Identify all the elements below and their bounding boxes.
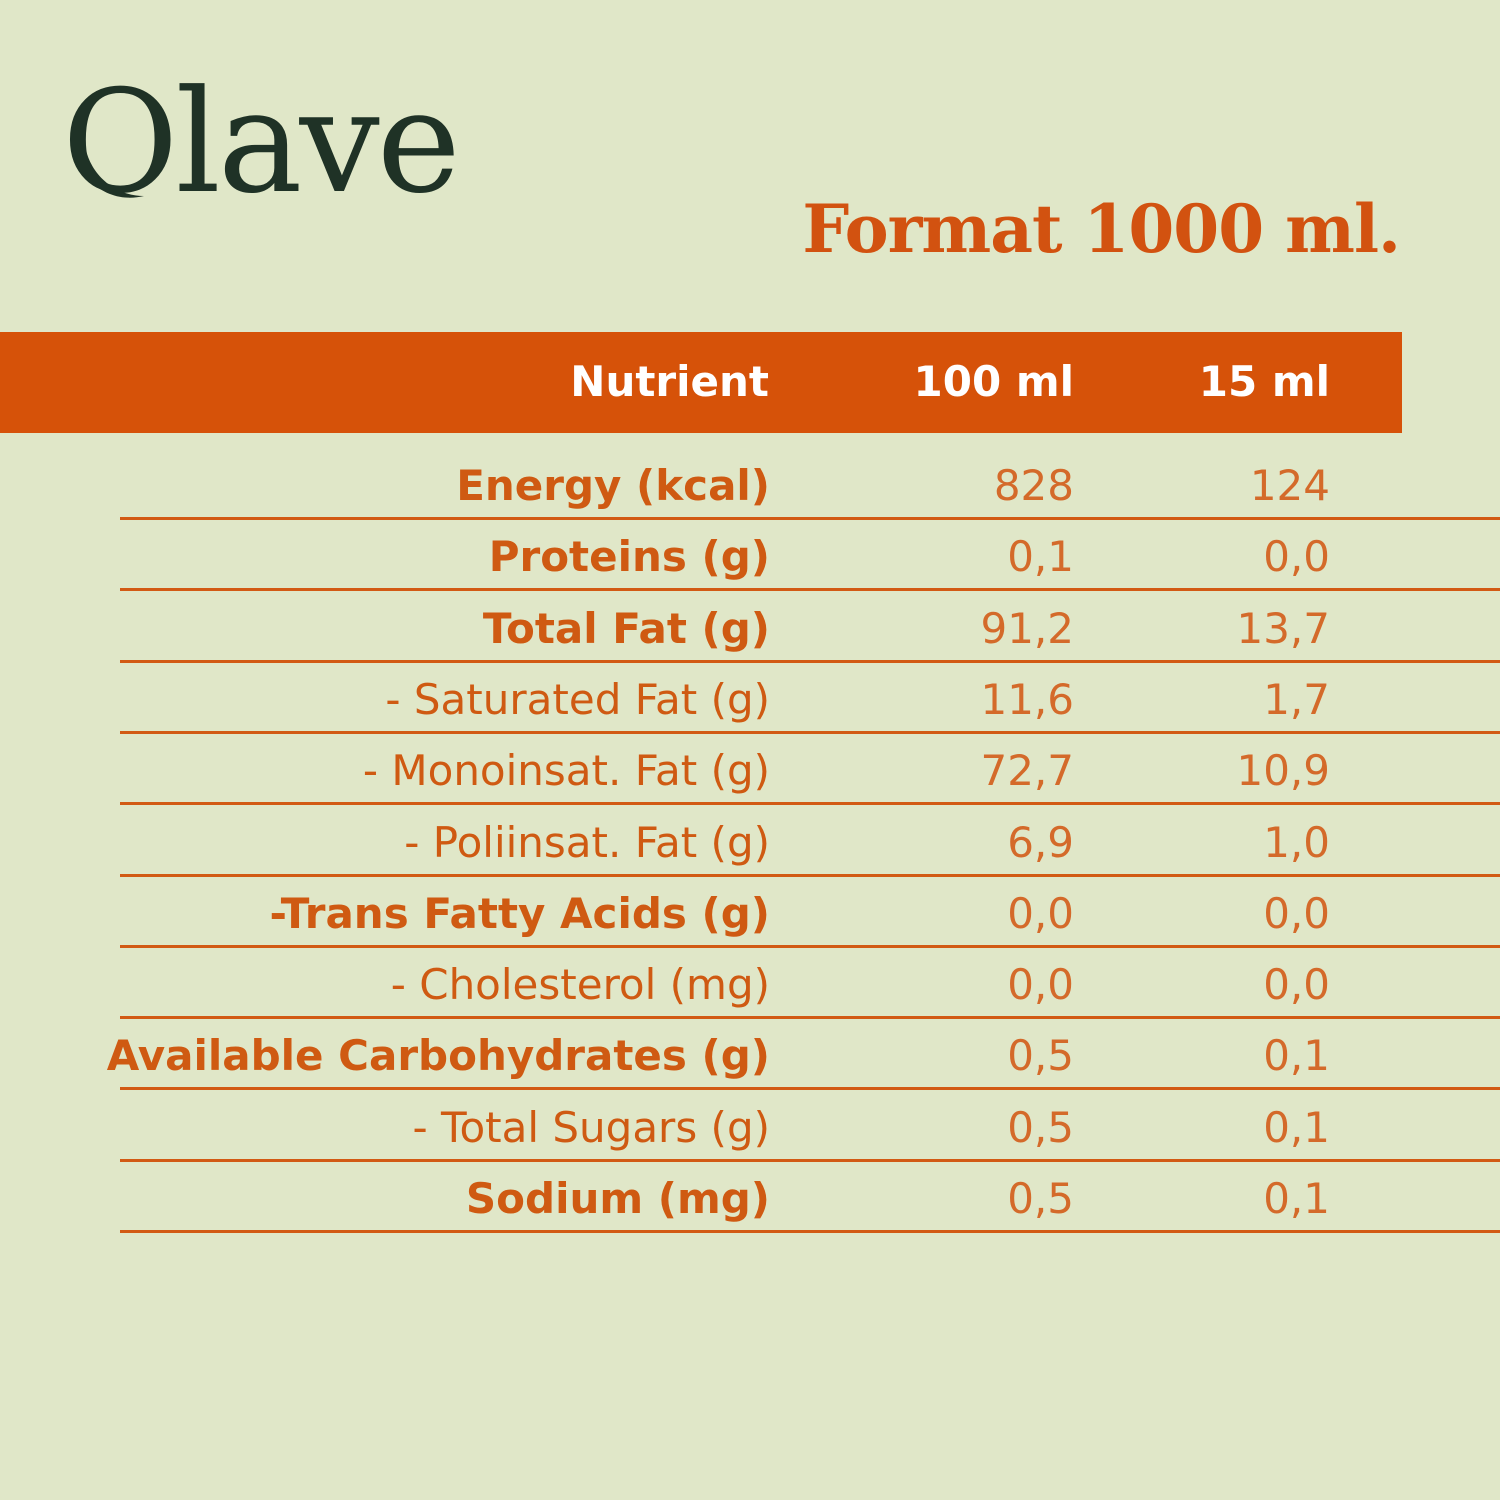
table-row: - Monoinsat. Fat (g) 72,7 10,9 [120,734,1500,806]
value-100ml: 0,1 [1007,532,1074,582]
value-100ml: 11,6 [980,674,1074,724]
value-100ml: 0,5 [1007,1174,1074,1223]
value-100ml: 0,0 [1007,888,1074,938]
nutrient-label: -Trans Fatty Acids (g) [269,888,770,938]
format-title: Format 1000 ml. [802,190,1401,268]
value-15ml: 0,0 [1263,532,1330,582]
table-row: Available Carbohydrates (g) 0,5 0,1 [107,1019,1500,1091]
table-row: - Saturated Fat (g) 11,6 1,7 [120,663,1500,734]
value-100ml: 72,7 [980,746,1074,796]
nutrient-label: - Monoinsat. Fat (g) [362,746,770,796]
olive-leaf-icon [74,130,144,198]
nutrient-label: - Cholesterol (mg) [390,960,770,1010]
value-100ml: 0,5 [1007,1102,1074,1152]
value-15ml: 1,7 [1263,674,1330,724]
value-100ml: 828 [993,461,1074,510]
table-row: Energy (kcal) 828 124 [120,449,1500,520]
table-row: - Total Sugars (g) 0,5 0,1 [120,1091,1500,1162]
brand-name: Olave [62,60,461,225]
value-15ml: 0,1 [1263,1174,1330,1223]
value-15ml: 1,0 [1263,817,1330,867]
value-100ml: 6,9 [1007,817,1074,867]
value-15ml: 13,7 [1236,603,1330,653]
value-15ml: 124 [1249,461,1330,510]
value-100ml: 91,2 [980,603,1074,653]
value-100ml: 0,5 [1007,1031,1074,1081]
nutrient-label: Proteins (g) [488,532,770,582]
table-row: - Cholesterol (mg) 0,0 0,0 [120,948,1500,1020]
table-row: -Trans Fatty Acids (g) 0,0 0,0 [120,877,1500,948]
value-15ml: 10,9 [1236,746,1330,796]
value-15ml: 0,1 [1263,1031,1330,1081]
value-15ml: 0,0 [1263,888,1330,938]
header-15ml: 15 ml [1198,357,1330,406]
value-15ml: 0,0 [1263,960,1330,1010]
value-15ml: 0,1 [1263,1102,1330,1152]
nutrient-label: Sodium (mg) [465,1174,770,1223]
nutrient-label: - Total Sugars (g) [412,1102,770,1152]
brand-logo: Olave [62,72,461,218]
nutrient-label: - Saturated Fat (g) [385,674,770,724]
nutrient-label: Energy (kcal) [456,461,770,510]
nutrient-label: Total Fat (g) [482,603,770,653]
header-nutrient: Nutrient [570,357,769,406]
table-header [0,332,1402,433]
value-100ml: 0,0 [1007,960,1074,1010]
table-row: Sodium (mg) 0,5 0,1 [120,1162,1500,1233]
header-100ml: 100 ml [913,357,1074,406]
nutrient-label: - Poliinsat. Fat (g) [404,817,770,867]
table-row: Total Fat (g) 91,2 13,7 [120,592,1500,663]
nutrient-label: Available Carbohydrates (g) [106,1031,770,1081]
table-row: - Poliinsat. Fat (g) 6,9 1,0 [120,806,1500,877]
table-row: Proteins (g) 0,1 0,0 [120,520,1500,592]
